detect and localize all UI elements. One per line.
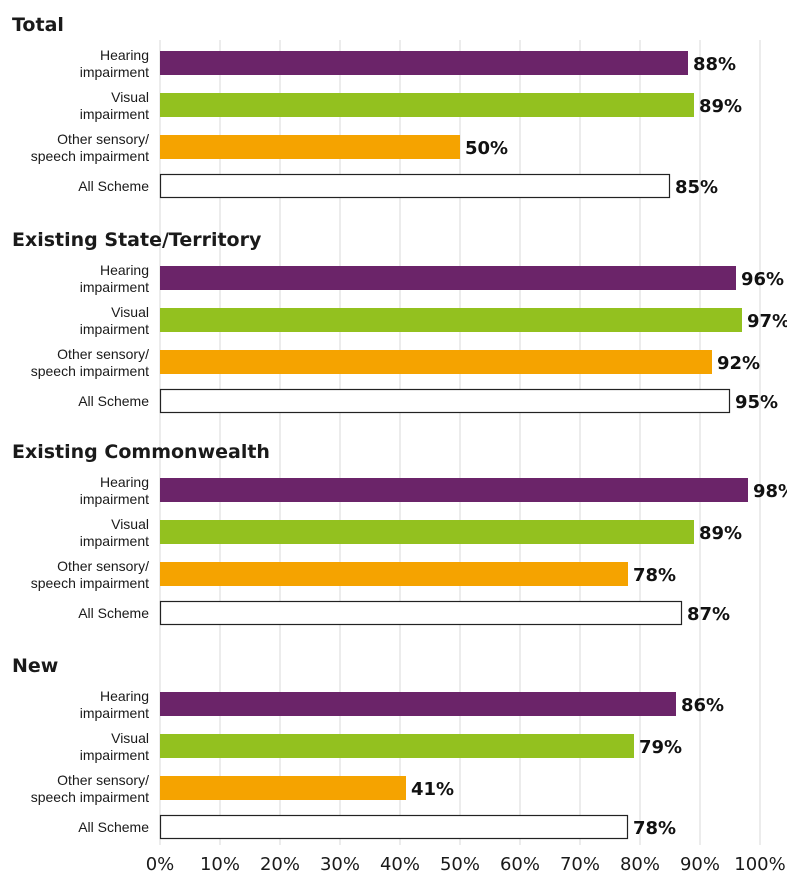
category-label: impairment [80,491,149,507]
category-label: Visual [111,304,149,320]
x-tick-label: 50% [440,854,480,875]
x-tick-label: 90% [680,854,720,875]
bar [159,600,683,626]
x-tick-label: 30% [320,854,360,875]
bar [160,51,688,75]
category-label: Hearing [100,262,149,278]
category-label: impairment [80,106,149,122]
x-tick-label: 80% [620,854,660,875]
value-label: 79% [639,737,682,758]
category-label: impairment [80,705,149,721]
category-label: Other sensory/ [57,558,149,574]
x-tick-label: 70% [560,854,600,875]
bar [160,562,628,586]
value-label: 97% [747,311,787,332]
value-label: 98% [753,481,787,502]
bar [160,93,694,117]
category-label: Hearing [100,688,149,704]
x-axis: 0% 10% 20% 30% 40% 50% 60% 70% 80% 90% 100% [146,854,786,875]
x-tick-label: 0% [146,854,175,875]
category-label: speech impairment [31,575,149,591]
category-label: Other sensory/ [57,346,149,362]
category-label: Hearing [100,474,149,490]
value-label: 89% [699,96,742,117]
value-label: 85% [675,177,718,198]
category-label: Visual [111,516,149,532]
category-label: speech impairment [31,363,149,379]
category-label: impairment [80,321,149,337]
category-label: All Scheme [78,178,149,194]
bar [159,814,629,840]
bar [159,388,731,414]
bar [160,692,676,716]
bar [160,350,712,374]
category-label: Other sensory/ [57,131,149,147]
category-label: speech impairment [31,148,149,164]
value-label: 86% [681,695,724,716]
bar [160,520,694,544]
category-label: impairment [80,747,149,763]
bar [159,173,671,199]
value-label: 88% [693,54,736,75]
value-label: 92% [717,353,760,374]
bar [160,135,460,159]
value-label: 95% [735,392,778,413]
bar [160,308,742,332]
x-tick-label: 40% [380,854,420,875]
value-label: 50% [465,138,508,159]
bar [160,266,736,290]
panel-title: New [12,655,58,677]
category-label: All Scheme [78,605,149,621]
value-label: 96% [741,269,784,290]
x-tick-label: 20% [260,854,300,875]
category-label: Hearing [100,47,149,63]
category-label: All Scheme [78,393,149,409]
panel-title: Total [12,14,64,36]
category-label: impairment [80,279,149,295]
value-label: 89% [699,523,742,544]
category-label: speech impairment [31,789,149,805]
x-tick-label: 60% [500,854,540,875]
panel-title: Existing Commonwealth [12,441,270,463]
x-tick-label: 10% [200,854,240,875]
category-label: Visual [111,730,149,746]
bar [160,734,634,758]
panel: Existing State/TerritoryHearingimpairmen… [12,229,787,414]
value-label: 78% [633,818,676,839]
value-label: 41% [411,779,454,800]
category-label: All Scheme [78,819,149,835]
x-tick-label: 100% [734,854,785,875]
bar [160,776,406,800]
category-label: impairment [80,533,149,549]
value-label: 78% [633,565,676,586]
category-label: Visual [111,89,149,105]
category-label: Other sensory/ [57,772,149,788]
value-label: 87% [687,604,730,625]
category-label: impairment [80,64,149,80]
panel-title: Existing State/Territory [12,229,262,251]
bar [160,478,748,502]
